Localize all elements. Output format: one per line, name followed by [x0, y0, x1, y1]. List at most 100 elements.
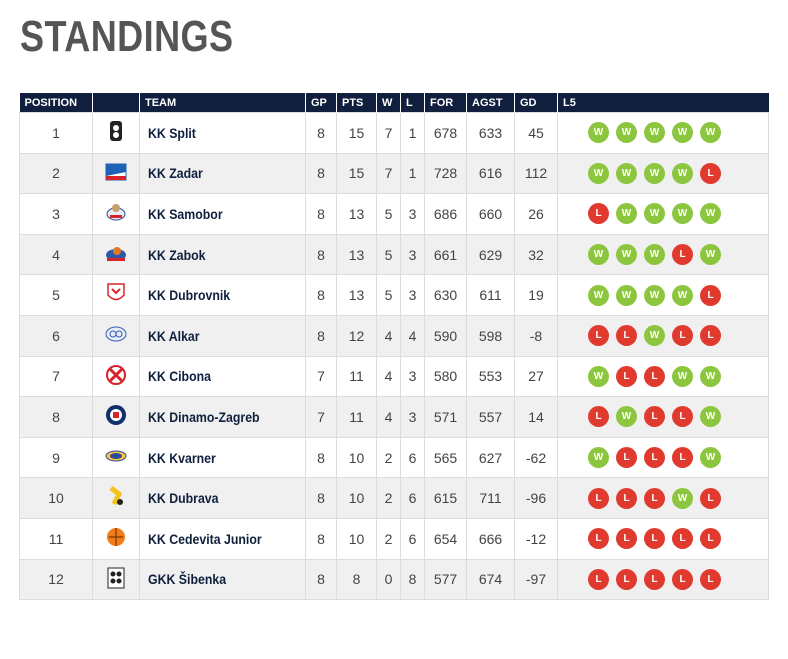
table-row[interactable]: 11 KK Cedevita Junior 8 10 2 6 654 666 -12 L L L L L [19, 517, 769, 560]
for-cell: 615 [424, 477, 467, 519]
table-row[interactable]: 3 KK Samobor 8 13 5 3 686 660 26 L W W W W [19, 193, 769, 235]
header-gd[interactable]: GD [514, 93, 558, 113]
team-name-link[interactable]: KK Cibona [148, 368, 211, 385]
loss-badge: L [644, 406, 665, 428]
pts-cell: 15 [336, 152, 377, 195]
dubrava-logo[interactable] [105, 484, 127, 508]
sibenka-logo[interactable] [105, 566, 127, 590]
header-agst[interactable]: AGST [466, 93, 515, 113]
team-name-link[interactable]: KK Dinamo-Zagreb [148, 408, 260, 425]
w-cell: 4 [376, 355, 401, 398]
header-gp[interactable]: GP [305, 93, 337, 113]
team-cell: KK Cibona [139, 355, 306, 398]
split-logo[interactable] [105, 119, 127, 143]
l-cell: 6 [400, 477, 425, 519]
table-row[interactable]: 4 KK Zabok 8 13 5 3 661 629 32 W W W L W [19, 233, 769, 276]
win-badge: W [588, 284, 609, 306]
pts-cell: 8 [336, 558, 377, 601]
team-name-link[interactable]: GKK Šibenka [148, 571, 227, 588]
cibona-logo[interactable] [105, 363, 127, 387]
team-name-link[interactable]: KK Alkar [148, 327, 200, 344]
logo-cell [92, 436, 140, 479]
team-name-link[interactable]: KK Split [148, 124, 196, 141]
w-cell: 5 [376, 193, 401, 235]
win-badge: W [672, 365, 693, 387]
table-row[interactable]: 8 KK Dinamo-Zagreb 7 11 4 3 571 557 14 L W L L W [19, 396, 769, 438]
pts-cell: 11 [336, 396, 377, 438]
l-cell: 6 [400, 517, 425, 560]
table-header: POSITION TEAM GP PTS W L FOR AGST GD L5 [19, 93, 769, 113]
loss-badge: L [700, 162, 721, 184]
win-badge: W [588, 162, 609, 184]
table-row[interactable]: 10 KK Dubrava 8 10 2 6 615 711 -96 L L L W L [19, 477, 769, 519]
header-team[interactable]: TEAM [139, 93, 306, 113]
zadar-logo[interactable] [105, 160, 127, 184]
agst-cell: 711 [466, 477, 515, 519]
alkar-logo[interactable] [105, 322, 127, 346]
team-name-link[interactable]: KK Dubrovnik [148, 287, 231, 304]
gd-cell: 32 [514, 233, 558, 276]
header-pts[interactable]: PTS [336, 93, 377, 113]
table-row[interactable]: 5 KK Dubrovnik 8 13 5 3 630 611 19 W W W W L [19, 274, 769, 316]
gp-cell: 8 [305, 517, 337, 560]
w-cell: 4 [376, 314, 401, 357]
samobor-logo[interactable] [105, 200, 127, 224]
header-l5[interactable]: L5 [557, 93, 769, 113]
win-badge: W [644, 244, 665, 266]
position-cell: 9 [19, 436, 93, 479]
dinamo-zagreb-logo[interactable] [105, 403, 127, 427]
loss-badge: L [588, 487, 609, 509]
pts-cell: 10 [336, 436, 377, 479]
for-cell: 686 [424, 193, 467, 235]
loss-badge: L [644, 365, 665, 387]
gp-cell: 8 [305, 112, 337, 154]
for-cell: 590 [424, 314, 467, 357]
position-cell: 7 [19, 355, 93, 398]
agst-cell: 611 [466, 274, 515, 316]
loss-badge: L [644, 447, 665, 469]
gd-cell: 19 [514, 274, 558, 316]
cedevita-junior-logo[interactable] [105, 525, 127, 549]
team-name-link[interactable]: KK Dubrava [148, 490, 219, 507]
kvarner-logo[interactable] [105, 444, 127, 468]
table-row[interactable]: 2 KK Zadar 8 15 7 1 728 616 112 W W W W L [19, 152, 769, 195]
win-badge: W [700, 203, 721, 225]
team-name-link[interactable]: KK Kvarner [148, 449, 216, 466]
gp-cell: 8 [305, 152, 337, 195]
zabok-logo[interactable] [105, 241, 127, 265]
agst-cell: 627 [466, 436, 515, 479]
header-l[interactable]: L [400, 93, 425, 113]
team-cell: KK Samobor [139, 193, 306, 235]
team-name-link[interactable]: KK Samobor [148, 205, 223, 222]
header-position[interactable]: POSITION [19, 93, 93, 113]
team-name-link[interactable]: KK Cedevita Junior [148, 530, 262, 547]
for-cell: 565 [424, 436, 467, 479]
pts-cell: 10 [336, 477, 377, 519]
team-name-link[interactable]: KK Zabok [148, 246, 206, 263]
dubrovnik-logo[interactable] [105, 281, 127, 305]
table-row[interactable]: 7 KK Cibona 7 11 4 3 580 553 27 W L L W W [19, 355, 769, 398]
position-cell: 10 [19, 477, 93, 519]
position-cell: 4 [19, 233, 93, 276]
logo-cell [92, 152, 140, 195]
table-row[interactable]: 6 KK Alkar 8 12 4 4 590 598 -8 L L W L L [19, 314, 769, 357]
header-w[interactable]: W [376, 93, 401, 113]
loss-badge: L [588, 406, 609, 428]
table-row[interactable]: 9 KK Kvarner 8 10 2 6 565 627 -62 W L L L W [19, 436, 769, 479]
win-badge: W [644, 122, 665, 144]
team-cell: GKK Šibenka [139, 558, 306, 601]
win-badge: W [616, 122, 637, 144]
team-name-link[interactable]: KK Zadar [148, 165, 203, 182]
table-row[interactable]: 12 GKK Šibenka 8 8 0 8 577 674 -97 L L L L L [19, 558, 769, 601]
header-for[interactable]: FOR [424, 93, 467, 113]
win-badge: W [588, 365, 609, 387]
loss-badge: L [644, 487, 665, 509]
agst-cell: 616 [466, 152, 515, 195]
table-body: 1 KK Split 8 15 7 1 678 633 45 W W W W W 2 KK Zadar 8 15 7… [19, 112, 769, 601]
table-row[interactable]: 1 KK Split 8 15 7 1 678 633 45 W W W W W [19, 112, 769, 154]
gd-cell: -62 [514, 436, 558, 479]
agst-cell: 633 [466, 112, 515, 154]
